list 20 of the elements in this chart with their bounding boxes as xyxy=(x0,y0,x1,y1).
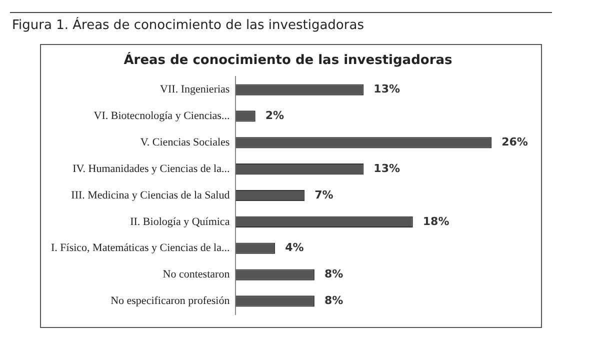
y-tick-label: II. Biología y Química xyxy=(130,216,230,228)
y-tick-label: IV. Humanidades y Ciencias de la... xyxy=(72,162,230,175)
chart-title: Áreas de conocimiento de las investigadoras xyxy=(124,51,453,68)
y-tick-label: No especificaron profesión xyxy=(110,295,230,308)
data-label: 8% xyxy=(324,268,344,281)
y-tick-label: VI. Biotecnología y Ciencias... xyxy=(94,110,230,122)
data-label: 2% xyxy=(265,109,284,122)
y-tick-label: VII. Ingenierias xyxy=(160,84,230,96)
y-tick-label: III. Medicina y Ciencias de la Salud xyxy=(71,189,230,202)
data-label: 4% xyxy=(285,241,304,254)
data-label: 18% xyxy=(422,214,450,228)
y-tick-label: V. Ciencias Sociales xyxy=(140,136,230,149)
y-tick-label: I. Físico, Matemáticas y Ciencias de la... xyxy=(51,242,230,254)
data-label: 13% xyxy=(374,162,400,175)
data-label: 13% xyxy=(374,82,400,96)
y-tick-label: No contestaron xyxy=(162,268,230,281)
text: Figura 1. Áreas de conocimiento de las investigadoras xyxy=(12,18,364,33)
data-label: 26% xyxy=(502,136,528,149)
data-label: 8% xyxy=(324,294,344,308)
data-label: 7% xyxy=(314,188,334,202)
